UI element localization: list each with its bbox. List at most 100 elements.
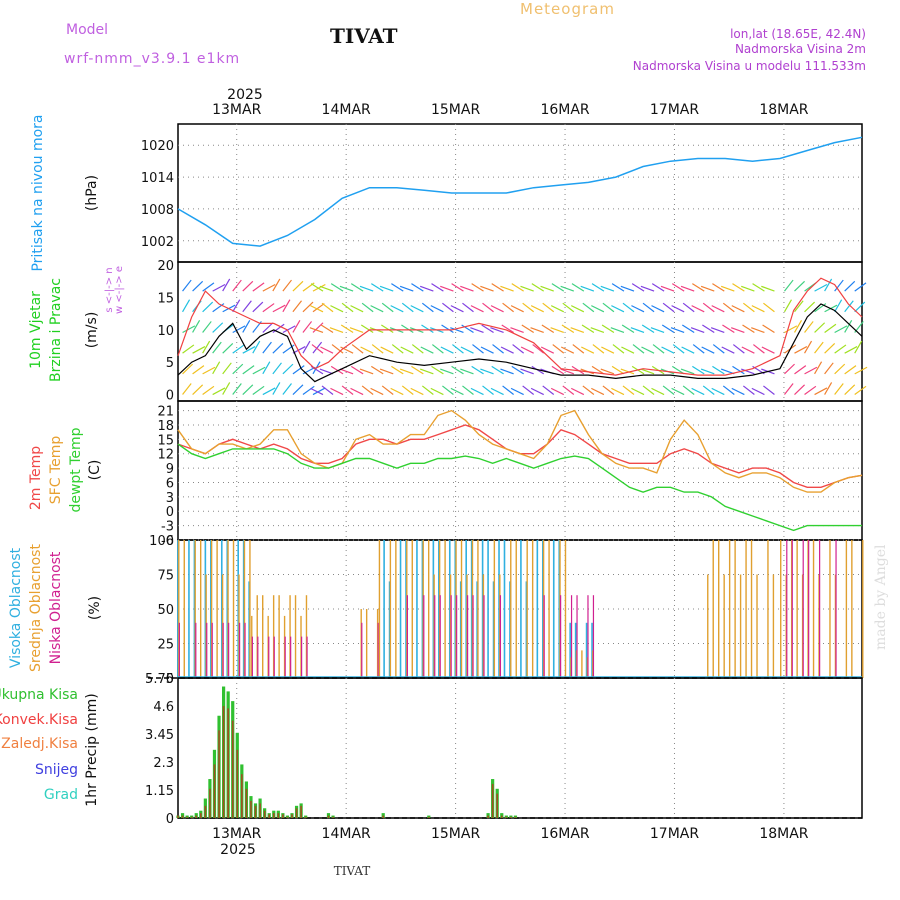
clouds-ytick: 0 bbox=[166, 672, 174, 687]
bottom-date-3: 16MAR bbox=[540, 826, 589, 842]
wind-barb bbox=[641, 346, 655, 354]
wind-barb bbox=[731, 387, 745, 396]
wind-barb bbox=[401, 385, 414, 396]
clouds-ytick: 75 bbox=[157, 569, 174, 584]
bottom-date-0: 13MAR bbox=[212, 826, 261, 842]
wind-barb bbox=[440, 346, 454, 354]
precip-conv-bar bbox=[491, 783, 494, 818]
wind-barb bbox=[502, 385, 514, 396]
wind-barb bbox=[804, 366, 818, 375]
wind-barb bbox=[560, 346, 575, 354]
wind-barb bbox=[601, 346, 615, 354]
wind-barb bbox=[272, 323, 285, 333]
wind-barb bbox=[752, 283, 765, 292]
wind-barb bbox=[272, 382, 281, 395]
wind-barb bbox=[601, 324, 615, 333]
wind-barb bbox=[462, 302, 474, 313]
wind-barb bbox=[212, 283, 226, 292]
wind-ytick: 0 bbox=[166, 389, 174, 404]
wind-barb bbox=[702, 324, 715, 333]
wind-barb bbox=[471, 365, 484, 375]
wind-barb bbox=[310, 283, 324, 292]
wind-barb bbox=[540, 346, 555, 354]
wind-barb bbox=[804, 385, 817, 396]
wind-barb bbox=[482, 385, 494, 396]
wind-barb bbox=[399, 368, 414, 375]
precip-conv-bar bbox=[231, 720, 234, 818]
temperature-ytick: 21 bbox=[157, 405, 174, 420]
wind-barb bbox=[451, 283, 464, 292]
wind-barb bbox=[410, 387, 424, 396]
wind-barb bbox=[482, 302, 494, 313]
wind-barb bbox=[302, 385, 315, 396]
wind-barb bbox=[620, 368, 635, 375]
wind-barb bbox=[661, 346, 675, 354]
precip-conv-bar bbox=[300, 805, 302, 818]
wind-barb bbox=[731, 305, 745, 313]
wind-barb bbox=[252, 366, 266, 375]
wind-barb bbox=[192, 346, 206, 354]
wind-barb bbox=[381, 302, 394, 313]
wind-barb bbox=[321, 302, 334, 313]
wind-barb bbox=[330, 305, 344, 313]
wind-barb bbox=[381, 385, 394, 396]
wind-barb bbox=[341, 302, 354, 313]
wind-barb bbox=[761, 346, 775, 354]
wind-barb bbox=[451, 365, 464, 375]
wind-barb bbox=[461, 324, 474, 333]
wind-barb bbox=[630, 327, 645, 334]
wind-barb bbox=[854, 301, 866, 313]
sfc-temp-line bbox=[177, 409, 863, 493]
precip-conv-bar bbox=[222, 706, 225, 818]
wind-barb bbox=[379, 368, 394, 375]
wind-barb bbox=[814, 387, 828, 396]
wind-barb bbox=[783, 299, 792, 313]
temp-label-sfc: SFC Temp bbox=[48, 436, 64, 505]
wind-barb bbox=[621, 346, 635, 354]
wind-barb bbox=[252, 282, 265, 292]
wind-barb bbox=[763, 302, 775, 313]
wind-barb bbox=[292, 320, 301, 333]
temp-label-dewpt: dewpt Temp bbox=[68, 427, 84, 512]
wind-barb bbox=[834, 344, 847, 354]
precip-conv-bar bbox=[259, 803, 261, 818]
wind-barb bbox=[510, 387, 524, 396]
precip-conv-bar bbox=[209, 788, 211, 818]
wind-barb bbox=[600, 368, 615, 375]
wind-barb bbox=[660, 285, 675, 292]
wind-barb bbox=[834, 363, 846, 375]
cloud-label-high: Visoka Oblacnost bbox=[8, 547, 24, 668]
wind-barb bbox=[661, 324, 675, 333]
wind-barb bbox=[621, 324, 635, 333]
wind-barb bbox=[542, 385, 555, 396]
wind-barb bbox=[480, 368, 494, 375]
wind-barb bbox=[794, 280, 805, 292]
dewpt-line bbox=[177, 443, 862, 532]
precip-ytick: 0 bbox=[166, 812, 174, 827]
precip-conv-bar bbox=[227, 708, 229, 818]
precip-conv-bar bbox=[200, 813, 202, 818]
bottom-date-labels: 13MAR 14MAR 15MAR 16MAR 17MAR 18MAR bbox=[212, 826, 809, 842]
wind-barb bbox=[572, 344, 585, 354]
wind-barb bbox=[551, 283, 565, 292]
pressure-ytick: 1020 bbox=[141, 139, 174, 154]
wind-barb bbox=[602, 385, 615, 396]
wind-barb bbox=[671, 387, 685, 396]
wind-barb bbox=[242, 384, 254, 395]
wind-barb bbox=[550, 305, 565, 313]
wind-barb bbox=[804, 340, 813, 354]
wind-barb bbox=[541, 324, 555, 333]
wind-barb bbox=[411, 344, 424, 354]
wind-barb bbox=[401, 302, 414, 313]
wind-barb bbox=[571, 283, 585, 292]
wind-barb bbox=[292, 346, 306, 354]
wind-barb bbox=[680, 368, 695, 375]
wind-barb bbox=[242, 365, 255, 375]
wind-barb bbox=[531, 283, 545, 292]
wind-barb bbox=[530, 387, 544, 396]
clouds-ytick: 25 bbox=[157, 638, 174, 653]
wind-barb bbox=[670, 327, 685, 334]
wind-barb bbox=[640, 368, 655, 375]
wind-barb bbox=[311, 344, 324, 354]
